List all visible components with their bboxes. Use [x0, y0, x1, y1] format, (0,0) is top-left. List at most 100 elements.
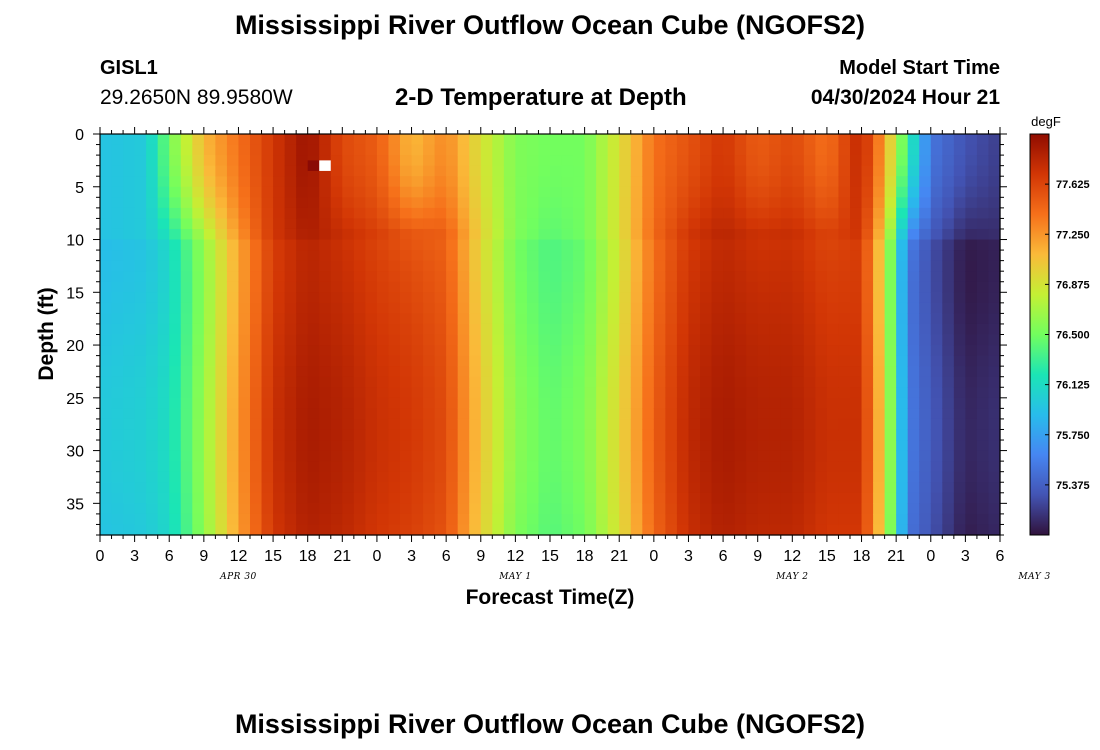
heatmap-cell	[284, 281, 297, 293]
heatmap-cell	[146, 513, 159, 526]
heatmap-cell	[411, 482, 424, 494]
heatmap-cell	[896, 387, 909, 399]
heatmap-cell	[734, 155, 747, 167]
heatmap-cell	[630, 355, 643, 367]
heatmap-cell	[146, 165, 159, 177]
heatmap-cell	[215, 165, 228, 177]
heatmap-cell	[411, 165, 424, 177]
y-tick-label: 30	[66, 444, 84, 461]
heatmap-cell	[296, 144, 309, 156]
heatmap-cell	[711, 239, 724, 251]
heatmap-cell	[169, 471, 182, 483]
heatmap-cell	[434, 197, 447, 209]
heatmap-cell	[273, 197, 286, 209]
heatmap-cell	[607, 513, 620, 526]
heatmap-cell	[215, 281, 228, 293]
heatmap-cell	[180, 471, 193, 483]
heatmap-cell	[538, 355, 551, 367]
heatmap-cell	[873, 408, 886, 420]
heatmap-cell	[284, 165, 297, 177]
heatmap-cell	[988, 397, 1001, 409]
heatmap-cell	[526, 271, 540, 283]
heatmap-cell	[907, 313, 920, 325]
heatmap-cell	[238, 513, 251, 526]
heatmap-cell	[607, 197, 620, 209]
heatmap-cell	[861, 461, 874, 473]
heatmap-cell	[319, 228, 332, 241]
heatmap-cell	[815, 323, 828, 336]
heatmap-cell	[226, 440, 240, 452]
heatmap-cell	[157, 366, 170, 378]
heatmap-cell	[561, 355, 574, 367]
heatmap-cell	[965, 366, 978, 378]
heatmap-cell	[942, 482, 955, 494]
heatmap-cell	[838, 376, 851, 388]
heatmap-cell	[723, 429, 736, 441]
heatmap-cell	[146, 239, 159, 251]
heatmap-cell	[319, 408, 332, 420]
heatmap-cell	[734, 513, 747, 526]
heatmap-cell	[411, 366, 424, 378]
heatmap-cell	[584, 355, 597, 367]
heatmap-cell	[411, 250, 424, 262]
heatmap-cell	[838, 197, 851, 209]
heatmap-cell	[307, 471, 320, 483]
heatmap-cell	[584, 334, 597, 346]
heatmap-cell	[503, 313, 516, 325]
heatmap-cell	[630, 450, 643, 462]
heatmap-cell	[665, 134, 678, 146]
heatmap-cell	[561, 345, 574, 357]
x-tick-label: 12	[230, 548, 248, 565]
heatmap-cell	[838, 513, 851, 526]
x-tick-label: 0	[372, 548, 381, 565]
heatmap-cell	[723, 134, 736, 146]
heatmap-cell	[353, 513, 366, 526]
heatmap-cell	[480, 313, 493, 325]
heatmap-cell	[169, 355, 182, 367]
heatmap-cell	[192, 334, 205, 346]
heatmap-cell	[573, 313, 586, 325]
heatmap-cell	[526, 429, 540, 441]
heatmap-cell	[146, 144, 159, 156]
heatmap-cell	[861, 228, 874, 241]
heatmap-cell	[884, 313, 897, 325]
heatmap-cell	[596, 176, 609, 188]
heatmap-cell	[388, 186, 401, 198]
heatmap-cell	[780, 450, 793, 462]
heatmap-cell	[100, 186, 113, 198]
heatmap-cell	[538, 513, 551, 526]
heatmap-cell	[988, 450, 1001, 462]
heatmap-cell	[157, 207, 170, 220]
heatmap-cell	[215, 197, 228, 209]
heatmap-cell	[723, 503, 736, 515]
heatmap-cell	[238, 387, 251, 399]
heatmap-cell	[180, 376, 193, 388]
heatmap-cell	[434, 271, 447, 283]
heatmap-cell	[907, 239, 920, 251]
heatmap-cell	[676, 302, 690, 314]
heatmap-cell	[884, 492, 897, 504]
heatmap-cell	[215, 418, 228, 431]
heatmap-cell	[619, 218, 632, 230]
heatmap-cell	[203, 450, 216, 462]
heatmap-cell	[157, 292, 170, 304]
heatmap-cell	[469, 155, 482, 167]
heatmap-cell	[111, 471, 124, 483]
heatmap-cell	[861, 513, 874, 526]
heatmap-cell	[446, 239, 459, 251]
heatmap-cell	[284, 408, 297, 420]
heatmap-cell	[757, 418, 770, 431]
heatmap-cell	[619, 176, 632, 188]
heatmap-cell	[538, 218, 551, 230]
heatmap-cell	[423, 207, 436, 220]
heatmap-cell	[180, 134, 193, 146]
heatmap-cell	[261, 323, 274, 336]
heatmap-cell	[930, 144, 943, 156]
heatmap-cell	[792, 461, 805, 473]
heatmap-cell	[365, 471, 378, 483]
heatmap-cell	[400, 313, 413, 325]
heatmap-cell	[573, 503, 586, 515]
heatmap-cell	[976, 302, 990, 314]
heatmap-cell	[446, 197, 459, 209]
heatmap-cell	[307, 218, 320, 230]
